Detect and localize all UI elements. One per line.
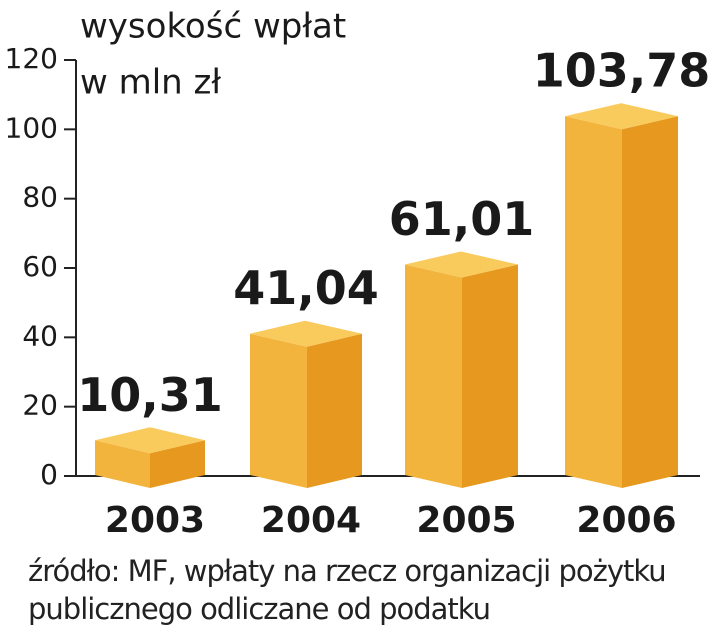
y-tick-label: 80 [22, 181, 58, 214]
y-tick-label: 120 [5, 42, 58, 75]
x-tick-label: 2005 [416, 500, 516, 541]
y-tick-label: 40 [22, 319, 58, 352]
bar-side [462, 264, 518, 488]
x-tick-label: 2004 [261, 500, 361, 541]
y-tick-label: 60 [22, 250, 58, 283]
y-tick-label: 20 [22, 389, 58, 422]
bar-side [622, 116, 678, 488]
x-tick-label: 2006 [576, 500, 676, 541]
bar-front [565, 116, 622, 488]
bar-front [250, 333, 307, 488]
bar-front [95, 440, 150, 488]
bar-side [150, 440, 205, 488]
bar-front [405, 264, 462, 488]
bar-side [307, 333, 362, 488]
bar-top [95, 427, 205, 454]
value-label: 41,04 [233, 261, 379, 315]
chart-title: wysokość wpłat [80, 7, 346, 47]
bar-top [405, 251, 518, 278]
source: źródło: MF, wpłaty na rzecz organizacji … [28, 554, 667, 626]
x-tick-label: 2003 [105, 500, 205, 541]
bar-top [565, 103, 678, 130]
value-label: 103,78 [533, 44, 711, 98]
value-label: 61,01 [389, 192, 535, 246]
value-label: 10,31 [77, 368, 223, 422]
y-tick-label: 0 [40, 458, 58, 491]
y-tick-label: 100 [5, 111, 58, 144]
bar-top [250, 320, 362, 347]
chart-subtitle: w mln zł [80, 63, 221, 103]
chart: wysokość wpłat w mln zł 0 20 40 60 80 100 120 1… [5, 7, 711, 542]
